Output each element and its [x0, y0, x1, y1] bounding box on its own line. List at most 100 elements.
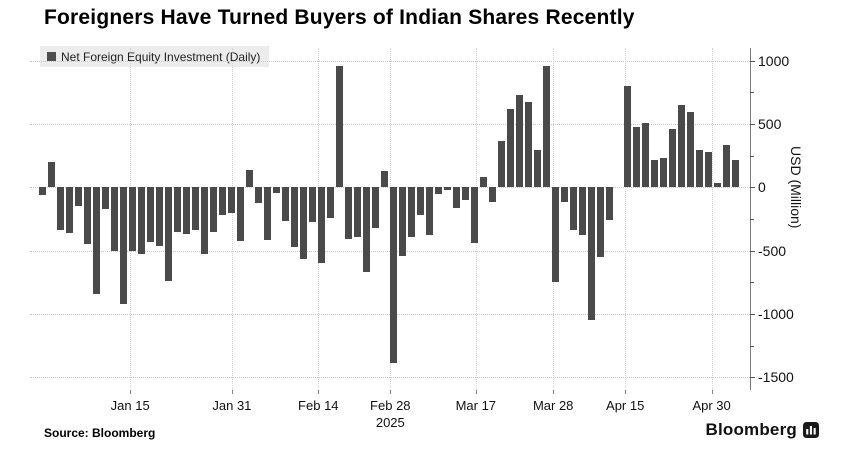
bar: [272, 187, 280, 194]
y-minor-tick-mark: [750, 219, 754, 220]
bar: [371, 187, 379, 229]
bar: [488, 187, 496, 203]
bar: [335, 66, 343, 188]
bar: [101, 187, 109, 209]
bar: [236, 187, 244, 241]
y-tick-label: -1000: [758, 306, 794, 322]
x-tick-label: Feb 14: [298, 398, 339, 413]
x-tick-label: Jan 31: [212, 398, 252, 413]
bar: [623, 85, 631, 188]
legend-swatch-icon: [47, 52, 56, 61]
bar: [659, 157, 667, 188]
bar: [587, 187, 595, 321]
x-tick-label: Mar 28: [532, 398, 574, 413]
bar: [632, 127, 640, 188]
x-tick-mark: [231, 390, 233, 394]
x-tick-mark: [553, 390, 555, 394]
bar: [596, 187, 604, 257]
bar: [110, 187, 118, 251]
bar: [515, 95, 523, 188]
y-minor-tick-mark: [750, 92, 754, 94]
bar: [686, 112, 694, 188]
bar: [605, 187, 613, 221]
bar: [713, 182, 721, 188]
y-tick-mark: [750, 314, 755, 315]
bar: [416, 187, 424, 215]
x-tick-mark: [625, 390, 627, 394]
y-gridline: [30, 377, 750, 379]
chart-title: Foreigners Have Turned Buyers of Indian …: [44, 6, 635, 29]
bar: [362, 187, 370, 272]
bar: [344, 187, 352, 239]
bar: [407, 187, 415, 237]
bar: [281, 187, 289, 221]
x-gridline: [231, 48, 233, 390]
bar: [722, 144, 730, 188]
bar: [164, 187, 172, 282]
y-minor-tick-mark: [750, 282, 754, 284]
bar: [191, 187, 199, 231]
bar: [479, 177, 487, 188]
bar: [578, 187, 586, 235]
bar: [65, 187, 73, 233]
bar: [389, 187, 397, 363]
x-tick-label: Jan 15: [110, 398, 150, 413]
bar: [182, 187, 190, 234]
bar: [551, 187, 559, 282]
bar: [731, 160, 739, 188]
bar: [317, 187, 325, 263]
bar: [173, 187, 181, 233]
y-gridline: [30, 60, 750, 62]
bloomberg-wordmark: Bloomberg: [705, 420, 797, 439]
y-tick-label: 1000: [758, 52, 790, 69]
footer: Source: Bloomberg Bloomberg: [0, 420, 843, 450]
x-tick-mark: [318, 390, 320, 394]
bar: [443, 187, 451, 191]
x-tick-mark: [711, 390, 713, 394]
x-tick-mark: [130, 390, 132, 394]
y-tick-mark: [750, 377, 755, 379]
bar: [533, 150, 541, 188]
x-tick-label: Apr 30: [692, 398, 731, 413]
bar: [380, 170, 388, 188]
y-axis-title: USD (Million): [788, 146, 804, 229]
bar: [461, 187, 469, 201]
bar: [119, 187, 127, 304]
bar: [353, 187, 361, 237]
bar: [560, 187, 568, 203]
bar: [128, 187, 136, 252]
x-gridline: [625, 48, 627, 390]
bar: [704, 151, 712, 188]
bar: [425, 187, 433, 235]
bar: [47, 162, 55, 188]
y-minor-tick-mark: [750, 155, 754, 157]
bar: [56, 187, 64, 231]
bar: [497, 140, 505, 188]
legend-label: Net Foreign Equity Investment (Daily): [61, 49, 261, 64]
bar: [92, 187, 100, 294]
x-axis-year-label: 2025: [375, 415, 405, 430]
bar: [641, 122, 649, 188]
bar: [218, 187, 226, 215]
bloomberg-logo-icon: [803, 422, 819, 438]
y-tick-label: -1500: [758, 369, 794, 386]
x-tick-mark: [475, 390, 477, 394]
bar: [326, 187, 334, 218]
x-tick-mark: [390, 390, 392, 394]
bloomberg-branding: Bloomberg: [705, 420, 819, 440]
bar: [299, 187, 307, 259]
bar: [146, 187, 154, 243]
x-tick-label: Feb 28: [370, 398, 411, 413]
y-gridline: [30, 124, 750, 125]
y-tick-mark: [750, 124, 755, 125]
source-label: Source: Bloomberg: [44, 426, 156, 440]
bar: [245, 169, 253, 188]
bar: [38, 187, 46, 195]
bar: [650, 160, 658, 188]
bar: [542, 66, 550, 188]
bar: [74, 187, 82, 206]
bar: [263, 187, 271, 240]
bar: [524, 101, 532, 188]
y-tick-mark: [750, 187, 755, 189]
